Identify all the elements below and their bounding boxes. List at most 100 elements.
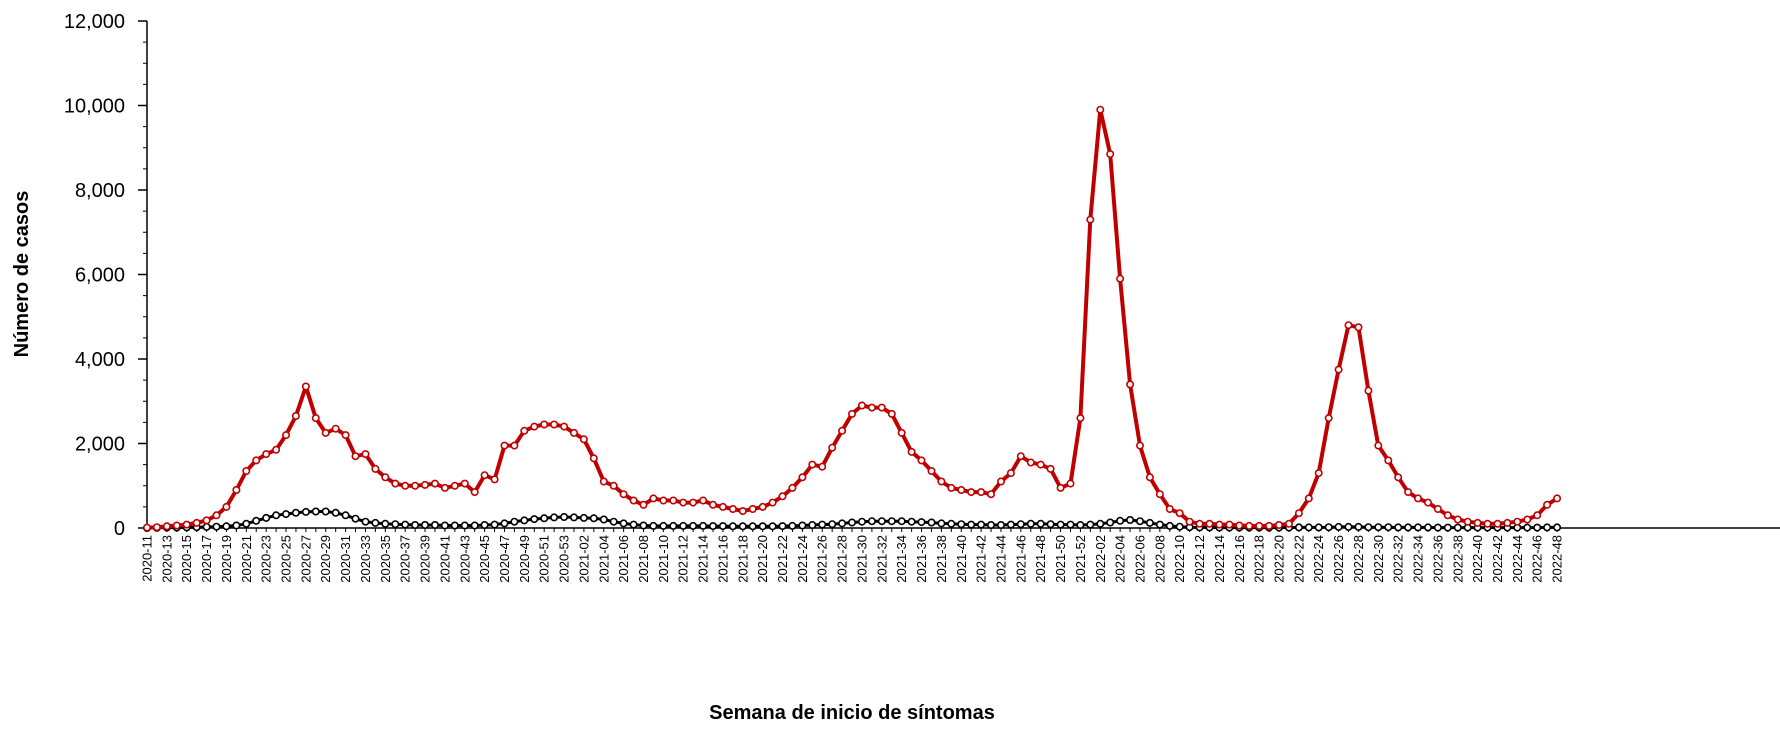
series-2-point <box>1155 520 1164 529</box>
series-1-point <box>599 477 608 486</box>
x-tick-label: 2022-26 <box>1331 535 1346 583</box>
series-1-line <box>145 107 1560 530</box>
series-1-point <box>1205 519 1214 528</box>
x-tick-label: 2020-15 <box>179 535 194 583</box>
series-1-point <box>847 409 856 418</box>
series-2-point <box>252 516 261 525</box>
series-2-point <box>381 519 390 528</box>
series-2-point <box>828 520 837 529</box>
series-2-point <box>669 521 678 530</box>
x-tick-label: 2022-42 <box>1490 535 1505 583</box>
series-1-point <box>242 466 251 475</box>
series-2-point <box>1076 520 1085 529</box>
series-2-point <box>1404 523 1413 532</box>
series-1-point <box>1463 517 1472 526</box>
series-1-point <box>272 445 281 454</box>
series-2-point <box>1433 523 1442 532</box>
series-2-point <box>1175 522 1184 531</box>
series-1-point <box>391 479 400 488</box>
series-1-point <box>689 498 698 507</box>
series-1-point <box>1235 521 1244 530</box>
series-2-point <box>291 508 300 517</box>
x-tick-label: 2020-11 <box>140 535 155 582</box>
series-1-point <box>1503 518 1512 527</box>
series-2-point <box>212 522 221 531</box>
series-2-point <box>1096 519 1105 528</box>
series-1-point <box>639 500 648 509</box>
x-tick-label: 2020-21 <box>239 535 254 583</box>
series-1-point <box>1165 504 1174 513</box>
series-2-point <box>1016 520 1025 529</box>
series-2-point <box>1294 523 1303 532</box>
series-1-point <box>1354 323 1363 332</box>
series-2-point <box>1165 521 1174 530</box>
series-2-point <box>847 518 856 527</box>
x-tick-label: 2020-17 <box>199 535 214 583</box>
series-2-point <box>262 513 271 522</box>
series-2-point <box>1354 522 1363 531</box>
series-2-point <box>311 507 320 516</box>
series-1-point <box>957 485 966 494</box>
series-1-point <box>808 460 817 469</box>
series-1-point <box>1304 494 1313 503</box>
series-1-point <box>182 520 191 529</box>
x-tick-label: 2020-29 <box>318 535 333 583</box>
x-tick-label: 2020-49 <box>517 535 532 583</box>
series-2-point <box>1046 520 1055 529</box>
series-2-point <box>1533 523 1542 532</box>
y-tick-label: 4,000 <box>75 349 125 371</box>
x-tick-label: 2022-12 <box>1192 535 1207 583</box>
series-1-point <box>1344 321 1353 330</box>
x-tick-label: 2022-46 <box>1530 535 1545 583</box>
y-tick-label: 12,000 <box>64 11 125 33</box>
series-1-point <box>718 502 727 511</box>
series-1-point <box>1294 509 1303 518</box>
series-2-point <box>1324 523 1333 532</box>
series-2-point <box>569 513 578 522</box>
series-2-point <box>1136 517 1145 526</box>
series-1-point <box>927 466 936 475</box>
x-tick-label: 2020-19 <box>219 535 234 583</box>
series-2-point <box>758 522 767 531</box>
x-tick-label: 2021-16 <box>715 535 730 583</box>
series-1-point <box>1185 517 1194 526</box>
series-1-point <box>470 488 479 497</box>
series-2-point <box>321 507 330 516</box>
x-tick-label: 2022-14 <box>1212 535 1227 583</box>
series-1-point <box>450 481 459 490</box>
series-2-point <box>530 515 539 524</box>
x-axis: 2020-11 2020-13 2020-15 2020-17 2020-19 2020-… <box>140 527 1780 583</box>
series-1-point <box>798 473 807 482</box>
y-tick-label: 8,000 <box>75 180 125 202</box>
series-1-point <box>341 431 350 440</box>
series-2-point <box>420 520 429 529</box>
series-2-point <box>738 522 747 531</box>
x-tick-label: 2021-44 <box>994 535 1009 583</box>
x-tick-label: 2021-46 <box>1013 535 1028 583</box>
series-2-point <box>242 519 251 528</box>
series-1-point <box>1513 517 1522 526</box>
series-1-point <box>1473 518 1482 527</box>
series-1-point <box>967 488 976 497</box>
series-2-point <box>331 508 340 517</box>
series-1-point <box>1076 414 1085 423</box>
x-tick-label: 2021-18 <box>735 535 750 583</box>
x-tick-label: 2022-36 <box>1430 535 1445 583</box>
series-2-point <box>917 518 926 527</box>
x-tick-label: 2022-16 <box>1232 535 1247 583</box>
series-2-point <box>1056 520 1065 529</box>
x-axis-title: Semana de inicio de síntomas <box>709 702 995 724</box>
series-2-point <box>1006 520 1015 529</box>
series-2-point <box>996 520 1005 529</box>
series-1-point <box>371 464 380 473</box>
series-2-point <box>520 516 529 525</box>
series-2-point <box>1086 520 1095 529</box>
y-axis: 0 2,000 4,000 6,000 8,000 10,000 12,000 <box>64 11 148 540</box>
series-1-point <box>510 441 519 450</box>
series-1-point <box>1136 441 1145 450</box>
series-2-point <box>490 520 499 529</box>
series-1-point <box>986 490 995 499</box>
x-tick-label: 2020-23 <box>259 535 274 583</box>
series-1-point <box>1255 521 1264 530</box>
series-1 <box>143 105 1562 532</box>
